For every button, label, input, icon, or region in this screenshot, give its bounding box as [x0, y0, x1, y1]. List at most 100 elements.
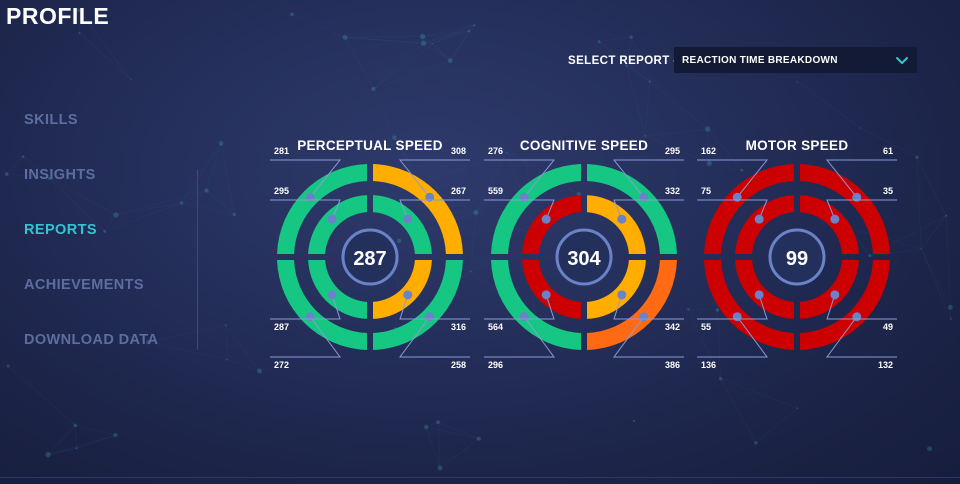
cognitive-speed-outer-top-left-value: 276 — [488, 146, 503, 156]
bg-node — [740, 168, 744, 172]
bg-node — [179, 201, 184, 205]
bg-link — [49, 178, 105, 232]
bg-link — [475, 159, 526, 213]
bg-node — [371, 86, 376, 92]
bg-link — [47, 425, 76, 455]
bg-link — [421, 152, 507, 183]
bg-link — [395, 240, 400, 330]
bg-link — [49, 178, 117, 216]
perceptual-speed-outer-top-left-dot — [305, 192, 315, 202]
cognitive-speed-inner-top-left-dot — [541, 214, 551, 224]
report-select-dropdown[interactable]: REACTION TIME BREAKDOWN — [674, 47, 917, 73]
bg-link — [422, 36, 451, 61]
bg-node — [226, 358, 229, 361]
bg-link — [626, 37, 632, 66]
bg-link — [6, 156, 24, 175]
bg-link — [7, 365, 76, 426]
bg-node — [715, 308, 720, 312]
bg-link — [755, 407, 798, 443]
bg-node — [392, 135, 397, 140]
perceptual-speed-inner-top-right-segment — [372, 195, 432, 255]
cognitive-speed-inner-top-right-dot — [617, 214, 627, 224]
perceptual-speed-inner-top-left-leader — [270, 199, 341, 220]
cognitive-speed-inner-bottom-left-segment — [522, 259, 582, 319]
footer-divider — [0, 477, 960, 478]
nav-item-download-data[interactable]: DOWNLOAD DATA — [24, 332, 159, 348]
bg-link — [649, 81, 708, 130]
perceptual-speed-inner-bottom-left-leader — [270, 294, 341, 320]
perceptual-speed-outer-top-right-dot — [425, 192, 435, 202]
bg-node — [4, 172, 9, 177]
nav-item-skills[interactable]: SKILLS — [24, 112, 78, 128]
nav-item-insights[interactable]: INSIGHTS — [24, 167, 96, 183]
cognitive-speed-inner-bottom-left-dot — [541, 290, 551, 300]
select-report-label: SELECT REPORT - — [568, 55, 678, 67]
bg-link — [115, 202, 182, 216]
bg-link — [148, 324, 226, 343]
perceptual-speed-inner-bottom-left-value: 287 — [274, 322, 289, 332]
bg-node — [6, 364, 10, 368]
motor-speed-score-ring — [768, 228, 826, 286]
bg-node — [113, 433, 118, 438]
bg-link — [48, 448, 77, 455]
bg-link — [345, 37, 424, 44]
bg-node — [224, 324, 227, 327]
bg-link — [291, 14, 346, 38]
bg-node — [103, 229, 107, 233]
bg-link — [916, 157, 922, 250]
nav-item-reports[interactable]: REPORTS — [24, 222, 97, 238]
motor-speed-inner-bottom-right-dot — [830, 290, 840, 300]
cognitive-speed-outer-top-right-value: 295 — [665, 146, 680, 156]
perceptual-speed-outer-top-left-leader — [270, 159, 342, 198]
bg-node — [78, 32, 81, 35]
motor-speed-inner-bottom-left-value: 55 — [701, 322, 711, 332]
cognitive-speed-outer-bottom-right-leader — [613, 316, 684, 358]
perceptual-speed-outer-top-left-value: 281 — [274, 146, 289, 156]
motor-speed-outer-top-left-dot — [732, 192, 742, 202]
bg-node — [718, 376, 723, 381]
bg-link — [225, 325, 260, 372]
bg-link — [423, 43, 451, 61]
bg-node — [21, 155, 25, 159]
bg-link — [373, 43, 433, 90]
cognitive-speed-inner-bottom-right-leader — [613, 294, 684, 320]
bg-node — [48, 176, 52, 181]
motor-speed-outer-bottom-right-value: 132 — [878, 360, 893, 370]
perceptual-speed-outer-bottom-left-value: 272 — [274, 360, 289, 370]
motor-speed-outer-top-right-dot — [852, 192, 862, 202]
perceptual-speed-score-ring — [341, 228, 399, 286]
bg-node — [632, 419, 636, 422]
cognitive-speed-outer-top-right-leader — [612, 159, 684, 198]
bg-link — [869, 248, 922, 256]
gauge-title-perceptual-speed: PERCEPTUAL SPEED — [297, 138, 443, 153]
bg-node — [113, 212, 119, 218]
bg-node — [648, 80, 651, 83]
perceptual-speed-inner-bottom-left-segment — [308, 259, 368, 319]
motor-speed-inner-top-right-segment — [799, 195, 859, 255]
bg-node — [949, 317, 952, 320]
cognitive-speed-outer-bottom-left-dot — [519, 312, 529, 322]
perceptual-speed-outer-bottom-right-dot — [425, 312, 435, 322]
bg-node — [644, 134, 646, 137]
nav-item-achievements[interactable]: ACHIEVEMENTS — [24, 277, 145, 293]
bg-link — [470, 212, 477, 272]
motor-speed-outer-bottom-left-leader — [697, 316, 768, 358]
bg-link — [468, 24, 475, 32]
bg-link — [626, 65, 651, 82]
perceptual-speed-outer-top-right-value: 308 — [451, 146, 466, 156]
perceptual-speed-inner-bottom-right-dot — [403, 290, 413, 300]
cognitive-speed-inner-top-left-value: 559 — [488, 186, 503, 196]
bg-node — [927, 446, 933, 452]
perceptual-speed-outer-bottom-left-dot — [305, 312, 315, 322]
bg-link — [598, 41, 627, 67]
bg-link — [644, 81, 651, 136]
cognitive-speed-score: 304 — [567, 248, 601, 270]
bg-node — [796, 80, 799, 83]
bg-link — [6, 173, 50, 179]
bg-link — [439, 438, 480, 469]
bg-node — [915, 155, 919, 159]
bg-link — [76, 434, 116, 449]
bg-node — [920, 248, 922, 250]
bg-link — [422, 30, 469, 37]
